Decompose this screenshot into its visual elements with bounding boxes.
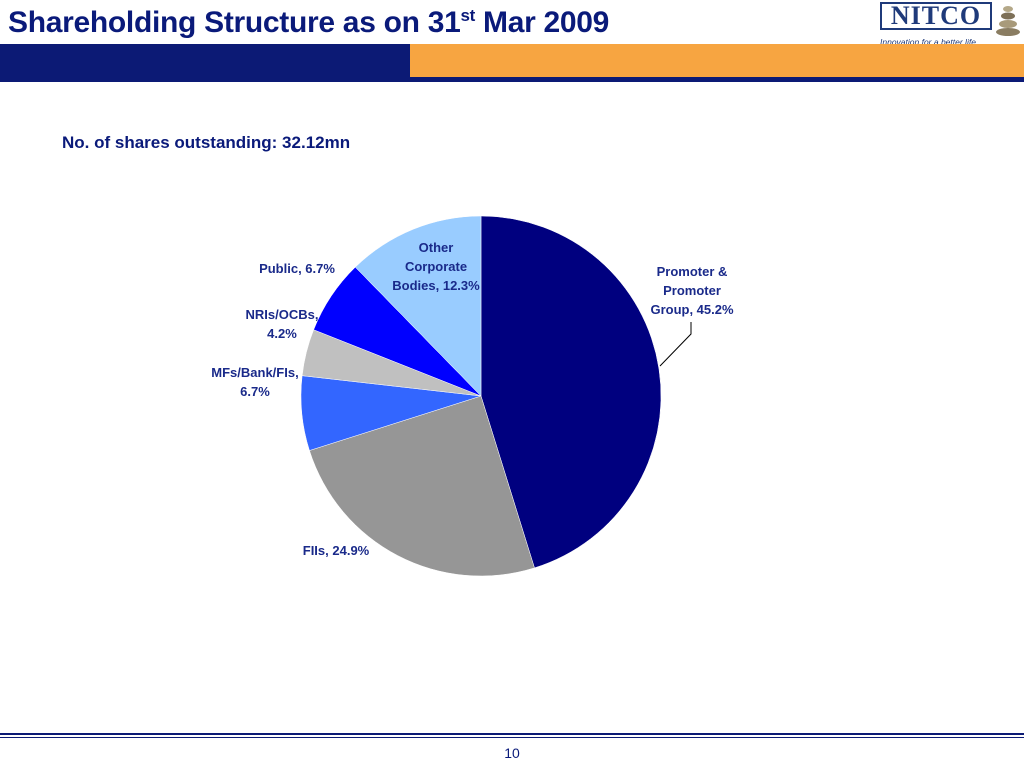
header-band-blue <box>0 44 410 77</box>
header-band-orange <box>410 44 1024 77</box>
logo-wordmark: NITCO <box>880 2 992 30</box>
page-number: 10 <box>504 745 520 761</box>
footer-line <box>0 733 1024 735</box>
pie-slice-promoter <box>480 215 662 569</box>
logo-tagline: Innovation for a better life <box>880 37 976 47</box>
slice-label-public: Public, 6.7% <box>259 261 335 276</box>
slice-label-fiis: FIIs, 24.9% <box>303 543 370 558</box>
pie-slice-other-corporate <box>354 215 482 397</box>
chart-subtitle: No. of shares outstanding: 32.12mn <box>62 133 351 152</box>
footer-line-thin <box>0 737 1024 738</box>
header-divider <box>0 77 1024 82</box>
slice-label-promoter: Promoter & Promoter Group, 45.2% <box>650 264 734 317</box>
title-main: Shareholding Structure as on 31 <box>8 6 461 39</box>
stones-icon <box>996 6 1020 36</box>
slice-label-nris-ocbs: NRIs/OCBs, 4.2% <box>246 307 319 341</box>
slice-label-mfs-bank-fis: MFs/Bank/FIs, 6.7% <box>211 365 298 399</box>
pie-slice-fiis <box>309 395 535 577</box>
page-title: Shareholding Structure as on 31st Mar 20… <box>8 6 609 40</box>
slice-label-other-corporate: Other Corporate Bodies, 12.3% <box>392 240 480 293</box>
title-end: Mar 2009 <box>475 6 610 39</box>
logo: NITCO Innovation for a better life <box>878 0 1024 47</box>
title-superscript: st <box>460 6 475 25</box>
leader-line-promoter <box>659 322 692 367</box>
